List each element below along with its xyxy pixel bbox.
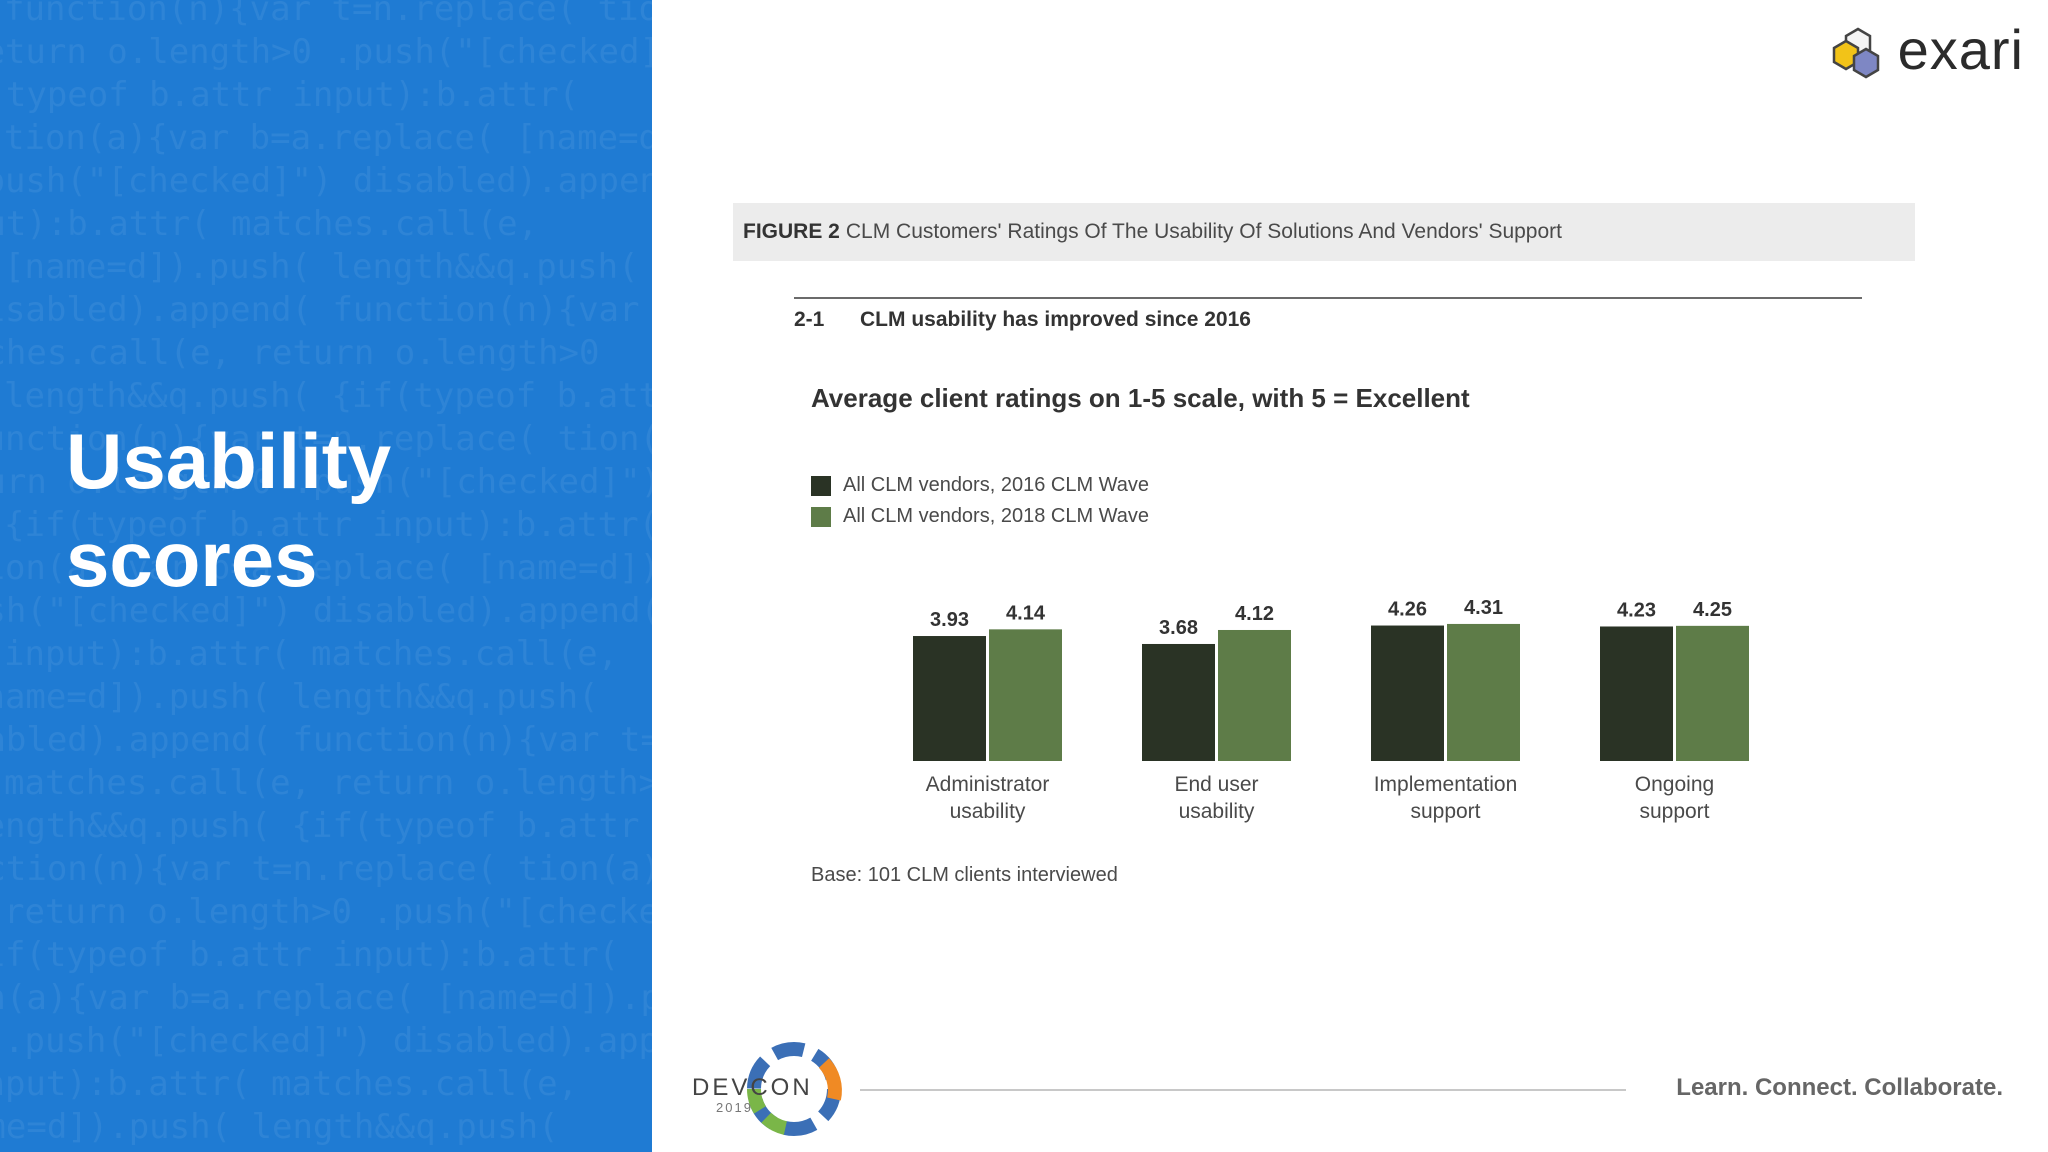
slide-title-line-2: scores (66, 515, 318, 603)
code-pattern-line: function(n){var t=n.replace( tion(a){var… (0, 849, 652, 889)
code-pattern-line: matches.call(e, return o.length>0 (4, 763, 652, 803)
devcon-year: 2019 (716, 1100, 753, 1115)
devcon-wordmark: DEVCON (692, 1074, 813, 1101)
bar-2016-0 (913, 636, 986, 761)
slide-title: Usability scores (66, 412, 391, 608)
slide-title-line-1: Usability (66, 417, 392, 505)
code-pattern-line: disabled).append( function(n){var t=n.re… (0, 290, 652, 330)
code-pattern-line: return o.length>0 .push("[checked]") (4, 892, 652, 932)
logo-wordmark: exari (1897, 17, 2024, 81)
bar-2018-0 (989, 629, 1062, 761)
code-pattern-line: tion(a){var b=a.replace( [name=d]).push( (4, 118, 652, 158)
code-background-pattern: function(n){var t=n.replace( tion(a){var… (0, 0, 652, 1147)
chart-legend: All CLM vendors, 2016 CLM Wave All CLM v… (811, 470, 1149, 532)
figure-caption: CLM Customers' Ratings Of The Usability … (845, 220, 1562, 243)
code-pattern-line: .push("[checked]") disabled).append( (0, 161, 652, 201)
legend-item-2018: All CLM vendors, 2018 CLM Wave (811, 501, 1149, 532)
subfigure-title: CLM usability has improved since 2016 (860, 308, 1251, 331)
bar-2018-3 (1676, 625, 1749, 761)
data-label: 4.25 (1693, 599, 1732, 621)
code-pattern-line: [name=d]).push( length&&q.push( (4, 247, 639, 287)
figure-caption-bar: FIGURE 2 CLM Customers' Ratings Of The U… (733, 203, 1915, 261)
code-pattern-line: return o.length>0 .push("[checked]") (0, 462, 652, 502)
code-pattern-line: input):b.attr( matches.call(e, (0, 1064, 578, 1104)
code-pattern-line: length&&q.push( {if(typeof b.attr (0, 806, 640, 846)
code-pattern-line: {if(typeof b.attr input):b.attr( (0, 75, 579, 115)
data-label: 4.23 (1617, 599, 1656, 621)
category-label: usability (950, 800, 1026, 823)
code-pattern-line: .push("[checked]") disabled).append( (0, 591, 652, 631)
footer-divider (860, 1089, 1626, 1091)
chart-title: Average client ratings on 1-5 scale, wit… (811, 383, 1470, 413)
code-pattern-line: function(n){var t=n.replace( tion(a){var… (0, 419, 652, 459)
exari-logo: exari (1828, 14, 2024, 84)
legend-label-2016: All CLM vendors, 2016 CLM Wave (843, 474, 1150, 496)
code-pattern-line: return o.length>0 .push("[checked]") (0, 32, 652, 72)
hexagon-cluster-icon (1832, 27, 1879, 79)
category-label: Implementation (1374, 773, 1518, 796)
data-label: 4.26 (1388, 599, 1427, 621)
figure-label: FIGURE 2 (743, 220, 840, 243)
bar-2018-1 (1218, 629, 1291, 761)
category-label: Ongoing (1635, 773, 1714, 796)
legend-item-2016: All CLM vendors, 2016 CLM Wave (811, 470, 1149, 501)
code-pattern-line: tion(a){var b=a.replace( [name=d]).push( (0, 978, 652, 1018)
category-label: support (1639, 800, 1709, 823)
code-pattern-line: disabled).append( function(n){var t=n.re… (0, 720, 652, 760)
category-label: support (1410, 800, 1480, 823)
data-label: 4.14 (1006, 602, 1046, 624)
code-pattern-line: .push("[checked]") disabled).append( (4, 1021, 652, 1061)
figure-subheading: 2-1 CLM usability has improved since 201… (794, 308, 1251, 332)
code-pattern-line: {if(typeof b.attr input):b.attr( (0, 935, 619, 975)
bar-2016-2 (1371, 625, 1444, 761)
bar-2016-1 (1142, 643, 1215, 761)
code-pattern-line: tion(a){var b=a.replace( [name=d]).push( (0, 548, 652, 588)
data-label: 4.12 (1235, 603, 1274, 625)
code-pattern-line: [name=d]).push( length&&q.push( (0, 677, 599, 717)
data-label: 3.68 (1159, 617, 1198, 639)
legend-swatch-2018 (811, 506, 831, 527)
legend-label-2018: All CLM vendors, 2018 CLM Wave (843, 505, 1150, 527)
bar-2018-2 (1447, 623, 1520, 761)
base-note: Base: 101 CLM clients interviewed (811, 864, 1118, 886)
gear-icon (747, 1042, 842, 1136)
code-pattern-line: matches.call(e, return o.length>0 (0, 333, 600, 373)
code-pattern-line: [name=d]).push( length&&q.push( (0, 1107, 559, 1147)
category-label: usability (1179, 800, 1255, 823)
code-pattern-line: function(n){var t=n.replace( tion(a){var… (4, 0, 652, 29)
subfigure-number: 2-1 (794, 308, 825, 331)
code-pattern-line: input):b.attr( matches.call(e, (0, 204, 538, 244)
devcon-logo (690, 1034, 850, 1144)
data-label: 4.31 (1464, 597, 1503, 619)
category-label: Administrator (926, 773, 1050, 796)
code-pattern-line: length&&q.push( {if(typeof b.attr (4, 376, 652, 416)
figure-divider (794, 297, 1862, 299)
category-label: End user (1174, 773, 1258, 796)
footer-tagline: Learn. Connect. Collaborate. (1676, 1074, 2003, 1101)
legend-swatch-2016 (811, 475, 831, 496)
title-panel: function(n){var t=n.replace( tion(a){var… (0, 0, 652, 1152)
data-label: 3.93 (930, 609, 969, 631)
bar-2016-3 (1600, 626, 1673, 761)
code-pattern-line: input):b.attr( matches.call(e, (4, 634, 618, 674)
code-pattern-line: {if(typeof b.attr input):b.attr( (4, 505, 652, 545)
